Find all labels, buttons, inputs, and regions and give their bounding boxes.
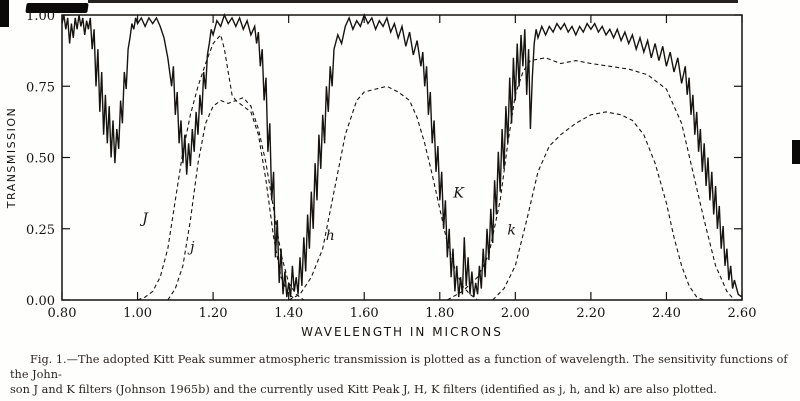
x-tick-label: 0.80 — [48, 306, 77, 321]
x-tick-label: 1.20 — [199, 306, 228, 321]
x-axis-title: WAVELENGTH IN MICRONS — [301, 325, 503, 339]
curve-label-k: k — [507, 222, 515, 238]
x-tick-label: 1.00 — [123, 306, 152, 321]
y-tick-label: 1.00 — [26, 9, 55, 24]
curve-label-J: J — [139, 211, 149, 227]
y-tick-label: 0.75 — [26, 80, 55, 95]
x-tick-label: 2.60 — [728, 306, 757, 321]
y-tick-label: 0.00 — [26, 294, 55, 309]
figure-plot: 0.80 1.00 1.20 1.40 1.60 1.80 2.00 2.20 2.40 2.60… — [5, 9, 757, 339]
x-tick-label: 1.80 — [425, 306, 454, 321]
figure-caption-line2: son J and K filters (Johnson 1965b) and … — [10, 383, 717, 396]
series-kitt-peak-h-filter — [288, 85, 478, 301]
series-johnson-j-filter — [137, 33, 305, 301]
scan-artifact-left-blob — [0, 0, 9, 27]
scan-artifact-top-line — [88, 0, 738, 3]
y-tick-label: 0.50 — [26, 152, 55, 167]
x-tick-label: 1.60 — [350, 306, 379, 321]
series-kitt-peak-summer-atmospheric-transmission — [61, 13, 743, 298]
curve-label-j: j — [187, 240, 195, 256]
scan-artifact-right-blob — [792, 140, 800, 164]
series-kitt-peak-j-filter — [167, 99, 297, 301]
y-tick-label: 0.25 — [26, 223, 55, 238]
curve-label-K: K — [452, 185, 465, 201]
x-tick-label: 2.40 — [652, 306, 681, 321]
series-johnson-k-filter — [447, 57, 735, 301]
series-kitt-peak-k-filter — [492, 111, 705, 301]
x-tick-label: 2.00 — [501, 306, 530, 321]
y-axis-title: TRANSMISSION — [5, 107, 18, 209]
x-tick-label: 1.40 — [274, 306, 303, 321]
figure-caption-line1: Fig. 1.—The adopted Kitt Peak summer atm… — [10, 353, 788, 381]
figure-caption: Fig. 1.—The adopted Kitt Peak summer atm… — [10, 352, 794, 397]
plot-frame — [61, 14, 743, 301]
curve-label-h: h — [326, 228, 335, 244]
x-tick-label: 2.20 — [576, 306, 605, 321]
